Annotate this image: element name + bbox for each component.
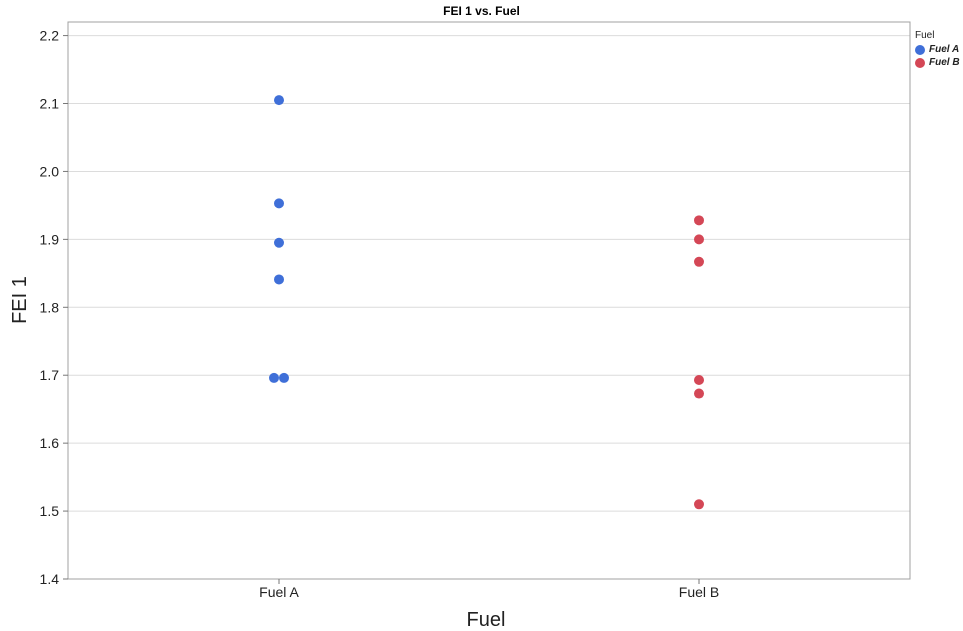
data-point — [274, 237, 284, 248]
data-point — [274, 198, 284, 209]
y-tick-label: 1.7 — [40, 367, 60, 383]
data-point — [694, 388, 704, 399]
x-tick-label: Fuel A — [259, 584, 299, 600]
legend-label-fuel-a: Fuel A — [929, 44, 960, 55]
legend-swatch-fuel-a — [915, 44, 925, 55]
gridlines — [68, 35, 910, 580]
y-tick-label: 1.5 — [40, 503, 60, 519]
legend-item-fuel-a: Fuel A — [915, 43, 960, 56]
x-axis-ticks: Fuel A Fuel B — [259, 579, 719, 600]
data-point — [694, 215, 704, 226]
y-axis-label: FEI 1 — [9, 276, 31, 324]
x-axis-label: Fuel — [467, 609, 506, 631]
data-point — [269, 372, 279, 383]
chart-title: FEI 1 vs. Fuel — [443, 4, 520, 18]
y-axis-ticks: 1.4 1.5 1.6 1.7 1.8 1.9 2.0 2.1 2.2 — [40, 28, 68, 587]
legend: Fuel Fuel A Fuel B — [915, 30, 960, 69]
legend-label-fuel-b: Fuel B — [929, 57, 960, 68]
data-points — [269, 95, 704, 510]
data-point — [694, 256, 704, 267]
plot-area — [67, 21, 911, 580]
data-point — [274, 274, 284, 285]
y-tick-label: 1.8 — [40, 299, 60, 315]
y-tick-label: 1.9 — [40, 231, 60, 247]
data-point — [694, 499, 704, 510]
data-point — [694, 374, 704, 385]
data-point — [274, 95, 284, 106]
y-tick-label: 2.2 — [40, 28, 60, 44]
x-tick-label: Fuel B — [679, 584, 719, 600]
data-point — [279, 372, 289, 383]
y-tick-label: 2.1 — [40, 96, 60, 112]
legend-title: Fuel — [915, 30, 935, 41]
y-tick-label: 1.4 — [40, 571, 60, 587]
data-point — [694, 234, 704, 245]
legend-item-fuel-b: Fuel B — [915, 56, 960, 69]
y-tick-label: 1.6 — [40, 435, 60, 451]
legend-swatch-fuel-b — [915, 57, 925, 68]
y-tick-label: 2.0 — [40, 163, 60, 179]
